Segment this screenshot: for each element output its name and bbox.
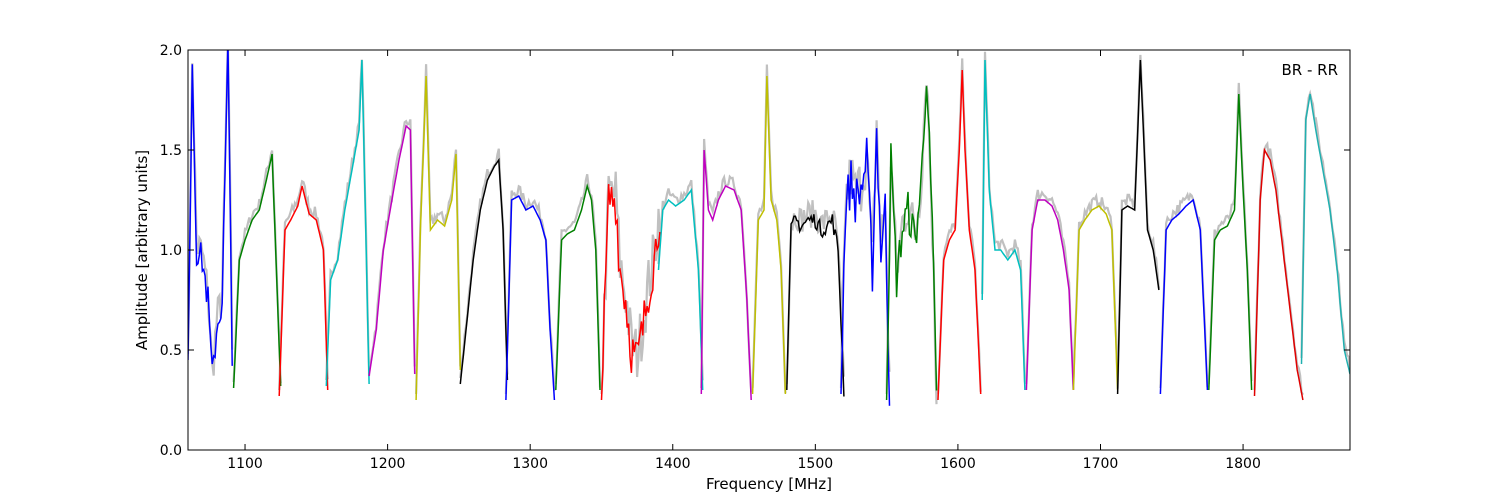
x-tick-label: 1300 <box>512 456 548 472</box>
reference-series-line <box>554 174 602 388</box>
series-line <box>981 59 1026 391</box>
series-line <box>325 59 370 387</box>
x-tick-label: 1800 <box>1225 456 1261 472</box>
series-line <box>1159 198 1209 395</box>
series-line <box>840 128 891 406</box>
series-line <box>786 213 845 397</box>
y-axis: 0.0 0.5 1.0 1.5 2.0 <box>160 43 1350 459</box>
y-axis-label: Amplitude [arbitrary units] <box>133 150 151 350</box>
series-line <box>1300 93 1350 375</box>
y-tick-label: 0.0 <box>160 443 182 459</box>
series-line <box>751 75 787 395</box>
series-line <box>415 75 462 401</box>
series-line <box>505 194 556 401</box>
series-line <box>1025 199 1075 391</box>
series-line <box>1116 59 1160 395</box>
y-tick-label: 1.5 <box>160 143 182 159</box>
series-line <box>555 183 601 391</box>
x-tick-label: 1200 <box>370 456 406 472</box>
series-line <box>600 184 661 401</box>
series-line <box>459 157 509 385</box>
x-tick-label: 1700 <box>1083 456 1119 472</box>
series-line <box>1208 93 1253 391</box>
series-line <box>1253 147 1304 401</box>
series-line <box>368 124 416 377</box>
x-axis: 1100 1200 1300 1400 1500 1600 1700 1800 <box>227 50 1261 472</box>
series-line <box>232 153 282 389</box>
reference-series-line <box>1159 191 1209 389</box>
series-line <box>278 185 329 397</box>
series-line <box>188 50 233 366</box>
reference-series-line <box>839 120 891 389</box>
y-tick-label: 2.0 <box>160 43 182 59</box>
series-line <box>1072 205 1119 391</box>
reference-series-line <box>600 171 661 395</box>
x-tick-label: 1500 <box>798 456 834 472</box>
x-tick-label: 1100 <box>227 456 263 472</box>
series-line <box>885 86 938 401</box>
series-line <box>937 69 982 401</box>
reference-series-line <box>785 198 845 385</box>
y-tick-label: 0.5 <box>160 343 182 359</box>
x-tick-label: 1600 <box>940 456 976 472</box>
corner-annotation: BR - RR <box>1281 61 1338 79</box>
x-axis-label: Frequency [MHz] <box>706 475 832 493</box>
series-line <box>700 149 752 401</box>
plot-series <box>188 50 1350 406</box>
series-line <box>657 187 704 391</box>
x-tick-label: 1400 <box>655 456 691 472</box>
y-tick-label: 1.0 <box>160 243 182 259</box>
reference-series-line <box>1072 192 1119 389</box>
